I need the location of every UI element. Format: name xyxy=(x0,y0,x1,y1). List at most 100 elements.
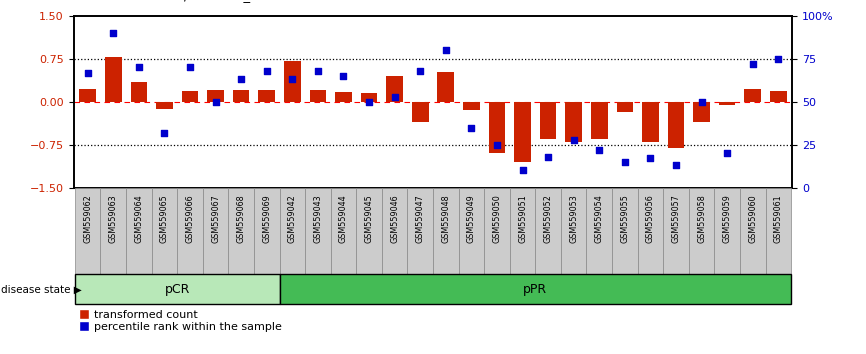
Text: GSM559053: GSM559053 xyxy=(569,195,578,243)
Bar xyxy=(156,102,172,109)
Text: GSM559063: GSM559063 xyxy=(109,195,118,243)
Text: GSM559050: GSM559050 xyxy=(493,195,501,243)
Bar xyxy=(463,102,480,110)
Bar xyxy=(182,91,198,102)
Bar xyxy=(100,188,126,274)
Bar xyxy=(305,188,331,274)
Text: GSM559047: GSM559047 xyxy=(416,195,424,243)
Bar xyxy=(433,188,459,274)
Bar xyxy=(617,102,633,112)
Bar xyxy=(203,188,229,274)
Bar xyxy=(280,274,792,304)
Point xyxy=(388,94,402,99)
Bar xyxy=(382,188,407,274)
Point xyxy=(183,64,197,70)
Text: GSM559056: GSM559056 xyxy=(646,195,655,243)
Point xyxy=(362,99,376,105)
Point xyxy=(746,61,759,67)
Point xyxy=(643,156,657,161)
Text: GSM559055: GSM559055 xyxy=(620,195,630,244)
Text: disease state ▶: disease state ▶ xyxy=(1,284,81,295)
Bar xyxy=(510,188,535,274)
Text: GSM559042: GSM559042 xyxy=(288,195,297,243)
Text: GSM559058: GSM559058 xyxy=(697,195,706,243)
Text: pCR: pCR xyxy=(165,283,190,296)
Point xyxy=(413,68,427,74)
Text: GSM559060: GSM559060 xyxy=(748,195,757,243)
Bar xyxy=(356,188,382,274)
Point xyxy=(721,150,734,156)
Bar xyxy=(361,93,378,102)
Bar xyxy=(331,188,356,274)
Bar xyxy=(437,72,454,102)
Bar xyxy=(561,188,586,274)
Bar xyxy=(74,274,280,304)
Point xyxy=(209,99,223,105)
Bar xyxy=(233,90,249,102)
Text: GSM559066: GSM559066 xyxy=(185,195,195,243)
Bar xyxy=(663,188,688,274)
Text: GSM559065: GSM559065 xyxy=(160,195,169,243)
Bar xyxy=(459,188,484,274)
Point xyxy=(260,68,274,74)
Bar xyxy=(714,188,740,274)
Point xyxy=(566,137,580,142)
Bar xyxy=(637,188,663,274)
Text: GSM559059: GSM559059 xyxy=(722,195,732,244)
Bar xyxy=(694,102,710,122)
Bar xyxy=(514,102,531,162)
Bar xyxy=(105,57,121,102)
Bar xyxy=(642,102,659,142)
Text: pPR: pPR xyxy=(523,283,547,296)
Text: GSM559062: GSM559062 xyxy=(83,195,92,243)
Bar xyxy=(591,102,608,139)
Bar xyxy=(229,188,254,274)
Bar xyxy=(766,188,792,274)
Point xyxy=(158,130,171,136)
Bar xyxy=(386,76,403,102)
Text: GSM559068: GSM559068 xyxy=(236,195,246,243)
Bar xyxy=(407,188,433,274)
Point xyxy=(618,159,632,165)
Text: GSM559043: GSM559043 xyxy=(313,195,322,243)
Bar xyxy=(412,102,429,122)
Bar xyxy=(535,188,561,274)
Point xyxy=(439,47,453,53)
Bar xyxy=(258,90,275,102)
Point xyxy=(669,162,683,168)
Text: GSM559052: GSM559052 xyxy=(544,195,553,244)
Bar xyxy=(178,188,203,274)
Bar xyxy=(126,188,152,274)
Text: GSM559061: GSM559061 xyxy=(774,195,783,243)
Bar xyxy=(280,188,305,274)
Text: GSM559046: GSM559046 xyxy=(390,195,399,243)
Bar xyxy=(740,188,766,274)
Point xyxy=(464,125,478,130)
Bar xyxy=(335,92,352,102)
Text: GSM559044: GSM559044 xyxy=(339,195,348,243)
Text: GSM559067: GSM559067 xyxy=(211,195,220,243)
Bar xyxy=(488,102,505,153)
Text: GSM559069: GSM559069 xyxy=(262,195,271,243)
Bar xyxy=(484,188,510,274)
Bar xyxy=(770,91,786,102)
Text: GSM559057: GSM559057 xyxy=(671,195,681,244)
Legend: transformed count, percentile rank within the sample: transformed count, percentile rank withi… xyxy=(79,310,281,332)
Point xyxy=(107,30,120,36)
Text: GSM559049: GSM559049 xyxy=(467,195,476,243)
Bar xyxy=(745,89,761,102)
Point xyxy=(234,76,248,82)
Bar xyxy=(540,102,557,139)
Point xyxy=(132,64,145,70)
Point xyxy=(772,56,785,62)
Bar xyxy=(152,188,178,274)
Bar xyxy=(719,102,735,105)
Text: GSM559045: GSM559045 xyxy=(365,195,373,243)
Bar xyxy=(284,61,301,102)
Bar xyxy=(131,82,147,102)
Point xyxy=(695,99,708,105)
Text: GSM559064: GSM559064 xyxy=(134,195,144,243)
Bar xyxy=(612,188,637,274)
Point xyxy=(490,142,504,148)
Point xyxy=(286,76,300,82)
